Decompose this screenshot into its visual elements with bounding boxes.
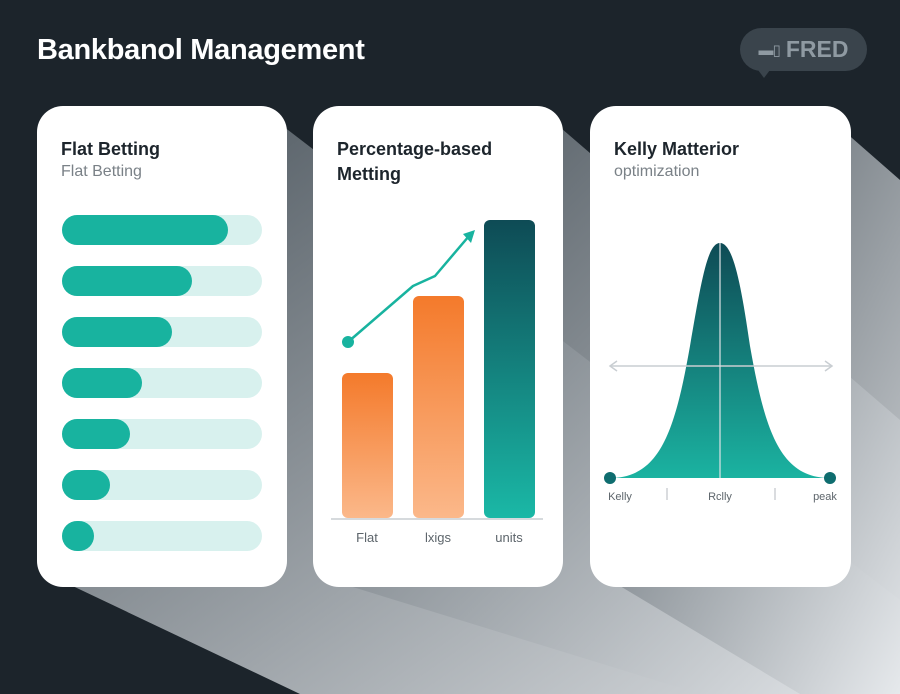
bar-track [62,470,262,500]
bar-fill [62,470,110,500]
card-title-line-2: Metting [337,164,401,184]
bar-track [62,521,262,551]
bar-fill [62,368,142,398]
card-title: Percentage-based Metting [337,137,492,187]
bar-fill [62,317,172,347]
kelly-curve-chart [604,243,836,500]
logo-tail [758,70,770,78]
trend-arrow-icon [463,230,475,243]
axis-arrow-left-icon [608,360,618,372]
card-title-line-1: Percentage-based [337,139,493,159]
card-subtitle: Flat Betting [61,163,142,180]
bar-fill [62,521,94,551]
bar-units [484,220,535,518]
axis-label-units: units [495,530,523,545]
page-title: Bankbanol Management [37,34,365,66]
bar-track [62,266,262,296]
chat-logo-icon: ▬▯ [758,41,781,59]
trend-start-dot [342,336,354,348]
kelly-card: Kelly Matterior optimization Kelly Rclly… [590,106,851,587]
curve-label-left: Kelly [608,491,632,503]
curve-label-right: peak [813,491,837,503]
bar-fill [62,419,130,449]
axis-label-middle: lxigs [424,530,451,545]
bar-flat [342,373,393,518]
bar-fill [62,266,192,296]
logo-text: FRED [785,36,849,62]
bar-track [62,368,262,398]
card-subtitle: optimization [614,163,700,180]
axis-arrow-right-icon [824,360,834,372]
flat-betting-card: Flat Betting Flat Betting [37,106,287,587]
curve-start-dot [604,472,616,484]
percentage-betting-card: Percentage-based Metting Flat lxigs unit… [313,106,563,587]
bar-track [62,317,262,347]
brand-logo: ▬▯ FRED [740,28,867,78]
bar-fill [62,215,228,245]
curve-end-dot [824,472,836,484]
curve-label-center: Rclly [708,491,732,503]
axis-label-flat: Flat [356,530,378,545]
card-title: Flat Betting [61,139,160,159]
bar-middle [413,296,464,518]
bar-track [62,419,262,449]
growth-bar-chart [331,220,543,520]
card-title: Kelly Matterior [614,139,740,159]
bar-track [62,215,262,245]
trend-line [347,235,470,343]
